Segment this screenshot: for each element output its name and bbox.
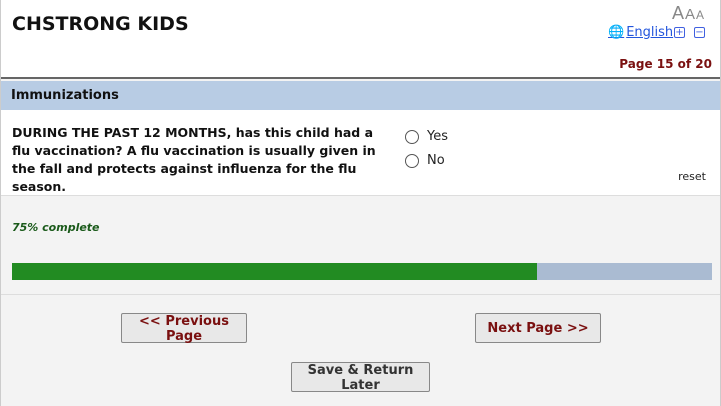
decrease-font-button[interactable]: − xyxy=(694,27,705,38)
navigation: << Previous Page Next Page >> Save & Ret… xyxy=(1,294,720,406)
previous-page-button[interactable]: << Previous Page xyxy=(121,313,247,344)
font-medium[interactable]: A xyxy=(684,6,695,23)
font-large[interactable]: A xyxy=(671,3,684,23)
question-text: DURING THE PAST 12 MONTHS, has this chil… xyxy=(12,125,376,194)
font-size-controls: AAA xyxy=(671,3,704,24)
option-yes[interactable]: Yes xyxy=(405,129,448,144)
progress-label: 75% complete xyxy=(12,221,100,234)
radio-yes[interactable] xyxy=(405,129,419,144)
app-title: CHSTRONG KIDS xyxy=(12,13,189,35)
increase-font-button[interactable]: + xyxy=(674,27,685,38)
option-no[interactable]: No xyxy=(405,153,445,168)
progress-fill xyxy=(12,263,537,280)
progress-bar xyxy=(12,263,712,280)
section-header: Immunizations xyxy=(1,81,720,110)
globe-icon: 🌐 xyxy=(608,25,625,40)
language-link[interactable]: 🌐 English xyxy=(608,25,673,40)
question-row: DURING THE PAST 12 MONTHS, has this chil… xyxy=(1,110,720,196)
font-small[interactable]: A xyxy=(695,8,704,22)
save-return-later-button[interactable]: Save & Return Later xyxy=(291,362,430,393)
option-label: No xyxy=(427,153,445,168)
language-label: English xyxy=(626,25,674,40)
option-label: Yes xyxy=(427,129,448,144)
header: CHSTRONG KIDS AAA 🌐 English + − Page 15 o… xyxy=(1,0,720,79)
reset-link[interactable]: reset xyxy=(678,170,706,183)
page-indicator: Page 15 of 20 xyxy=(619,57,712,71)
radio-no[interactable] xyxy=(405,153,419,168)
next-page-button[interactable]: Next Page >> xyxy=(475,313,601,343)
